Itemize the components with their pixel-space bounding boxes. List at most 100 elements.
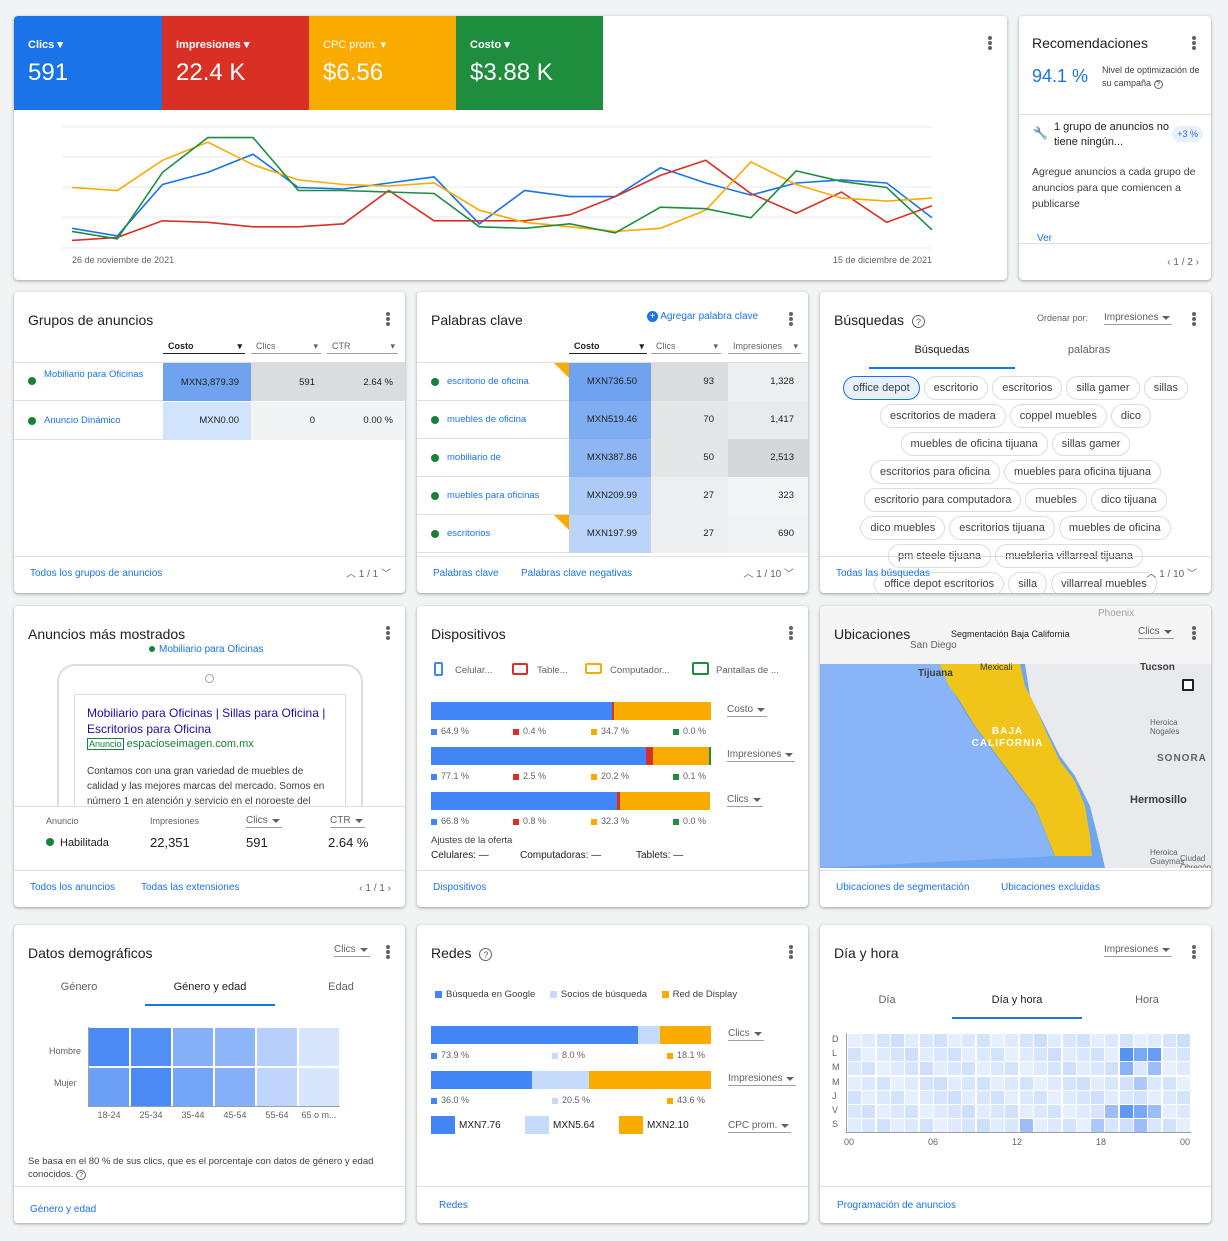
metric-tile-impressions[interactable]: Impresiones ▾ 22.4 K	[162, 16, 309, 110]
search-chip[interactable]: escritorio para computadora	[864, 488, 1022, 512]
heatmap-cell[interactable]	[1076, 1062, 1090, 1076]
heatmap-cell[interactable]	[876, 1062, 890, 1076]
heatmap-cell[interactable]	[890, 1076, 904, 1090]
chevron-up-icon[interactable]: ︿	[345, 569, 356, 580]
demographics-menu-icon[interactable]	[381, 943, 395, 961]
chevron-down-icon[interactable]: ﹀	[784, 569, 794, 580]
heatmap-cell[interactable]	[876, 1034, 890, 1047]
all-extensions-link[interactable]: Todas las extensiones	[141, 882, 240, 893]
heatmap-cell[interactable]	[1091, 1090, 1105, 1104]
table-row[interactable]: mobiliario de MXN387.86 50 2,513	[417, 439, 808, 477]
heatmap-cell[interactable]	[1062, 1105, 1076, 1118]
dayhour-menu-icon[interactable]	[1187, 943, 1201, 961]
network-bar-segment[interactable]	[431, 1026, 638, 1044]
device-bar-segment[interactable]	[653, 747, 710, 765]
heatmap-cell[interactable]	[933, 1119, 947, 1133]
heatmap-cell[interactable]	[962, 1048, 976, 1062]
table-row[interactable]: escritorio de oficina MXN736.50 93 1,328	[417, 363, 808, 401]
heatmap-cell[interactable]	[962, 1034, 976, 1047]
table-row[interactable]: Anuncio Dinámico MXN0.00 0 0.00 %	[14, 402, 405, 440]
all-ads-link[interactable]: Todos los anuncios	[30, 882, 116, 893]
heatmap-cell[interactable]	[299, 1028, 339, 1066]
next-icon[interactable]: ›	[387, 883, 391, 894]
heatmap-cell[interactable]	[948, 1062, 962, 1076]
heatmap-cell[interactable]	[1005, 1048, 1019, 1062]
keyword-name[interactable]: escritorios	[447, 528, 491, 539]
metric-tile-cost[interactable]: Costo ▾ $3.88 K	[456, 16, 603, 110]
heatmap-cell[interactable]	[89, 1028, 129, 1066]
col-cost[interactable]: Costo ▾	[569, 341, 647, 354]
heatmap-cell[interactable]	[1176, 1062, 1190, 1076]
heatmap-cell[interactable]	[1105, 1062, 1119, 1076]
stat-ctr-dropdown[interactable]: CTR	[330, 815, 365, 828]
heatmap-cell[interactable]	[1019, 1076, 1033, 1090]
heatmap-cell[interactable]	[933, 1090, 947, 1104]
search-chip[interactable]: muebles de oficina	[1058, 516, 1171, 540]
excluded-locations-link[interactable]: Ubicaciones excluidas	[1001, 882, 1100, 893]
adgroups-menu-icon[interactable]	[381, 310, 395, 328]
chevron-up-icon[interactable]: ︿	[1146, 569, 1157, 580]
heatmap-cell[interactable]	[976, 1105, 990, 1118]
heatmap-cell[interactable]	[215, 1068, 255, 1106]
dayhour-metric-dropdown[interactable]: Impresiones	[1104, 944, 1173, 957]
heatmap-cell[interactable]	[919, 1090, 933, 1104]
heatmap-cell[interactable]	[1076, 1119, 1090, 1133]
heatmap-cell[interactable]	[1105, 1090, 1119, 1104]
heatmap-cell[interactable]	[1119, 1090, 1133, 1104]
heatmap-cell[interactable]	[1019, 1105, 1033, 1118]
search-chip[interactable]: escritorios tijuana	[949, 516, 1055, 540]
heatmap-cell[interactable]	[1062, 1062, 1076, 1076]
heatmap-cell[interactable]	[1176, 1048, 1190, 1062]
search-chip[interactable]: dico muebles	[860, 516, 946, 540]
gender-age-link[interactable]: Género y edad	[30, 1204, 97, 1215]
device-bar-segment[interactable]	[612, 702, 615, 720]
col-cost[interactable]: Costo ▾	[163, 341, 245, 354]
tab-hour[interactable]: Hora	[1135, 994, 1159, 1006]
heatmap-cell[interactable]	[1162, 1090, 1176, 1104]
locations-menu-icon[interactable]	[1187, 624, 1201, 642]
heatmap-cell[interactable]	[1148, 1034, 1162, 1047]
adgroup-name[interactable]: Anuncio Dinámico	[44, 415, 121, 426]
cpc-metric-dropdown[interactable]: CPC prom.	[728, 1120, 792, 1133]
heatmap-cell[interactable]	[876, 1119, 890, 1133]
search-chip[interactable]: escritorios para oficina	[869, 460, 1001, 484]
heatmap-cell[interactable]	[976, 1034, 990, 1047]
table-row[interactable]: muebles para oficinas MXN209.99 27 323	[417, 477, 808, 515]
heatmap-cell[interactable]	[848, 1034, 861, 1047]
networks-menu-icon[interactable]	[784, 943, 798, 961]
add-keyword-button[interactable]: + Agregar palabra clave	[647, 311, 758, 322]
heatmap-cell[interactable]	[1176, 1076, 1190, 1090]
network-metric-dropdown[interactable]: Clics	[728, 1028, 764, 1041]
heatmap-cell[interactable]	[1091, 1076, 1105, 1090]
heatmap-cell[interactable]	[1134, 1105, 1147, 1118]
heatmap-cell[interactable]	[876, 1076, 890, 1090]
network-bar-segment[interactable]	[637, 1026, 661, 1044]
series-line-cpc-prom-[interactable]	[71, 141, 933, 233]
sort-dropdown[interactable]: Impresiones	[1104, 312, 1173, 325]
heatmap-cell[interactable]	[905, 1062, 919, 1076]
heatmap-cell[interactable]	[948, 1090, 962, 1104]
overview-menu-icon[interactable]	[983, 34, 997, 52]
heatmap-cell[interactable]	[1134, 1090, 1147, 1104]
heatmap-cell[interactable]	[919, 1048, 933, 1062]
search-chip[interactable]: silla	[1008, 572, 1048, 593]
heatmap-cell[interactable]	[173, 1068, 213, 1106]
device-metric-dropdown[interactable]: Impresiones	[727, 749, 796, 762]
heatmap-cell[interactable]	[905, 1090, 919, 1104]
heatmap-cell[interactable]	[1048, 1062, 1062, 1076]
heatmap-cell[interactable]	[890, 1034, 904, 1047]
keyword-name[interactable]: muebles de oficina	[447, 414, 527, 425]
heatmap-cell[interactable]	[890, 1062, 904, 1076]
heatmap-cell[interactable]	[1162, 1048, 1176, 1062]
device-metric-dropdown[interactable]: Costo	[727, 704, 768, 717]
devices-link[interactable]: Dispositivos	[433, 882, 487, 893]
heatmap-cell[interactable]	[1048, 1105, 1062, 1118]
heatmap-cell[interactable]	[1019, 1048, 1033, 1062]
heatmap-cell[interactable]	[1062, 1034, 1076, 1047]
heatmap-cell[interactable]	[1005, 1090, 1019, 1104]
heatmap-cell[interactable]	[991, 1105, 1004, 1118]
heatmap-cell[interactable]	[1148, 1105, 1162, 1118]
keyword-name[interactable]: mobiliario de	[447, 452, 501, 463]
locations-metric-dropdown[interactable]: Clics	[1138, 626, 1174, 639]
heatmap-cell[interactable]	[1105, 1076, 1119, 1090]
